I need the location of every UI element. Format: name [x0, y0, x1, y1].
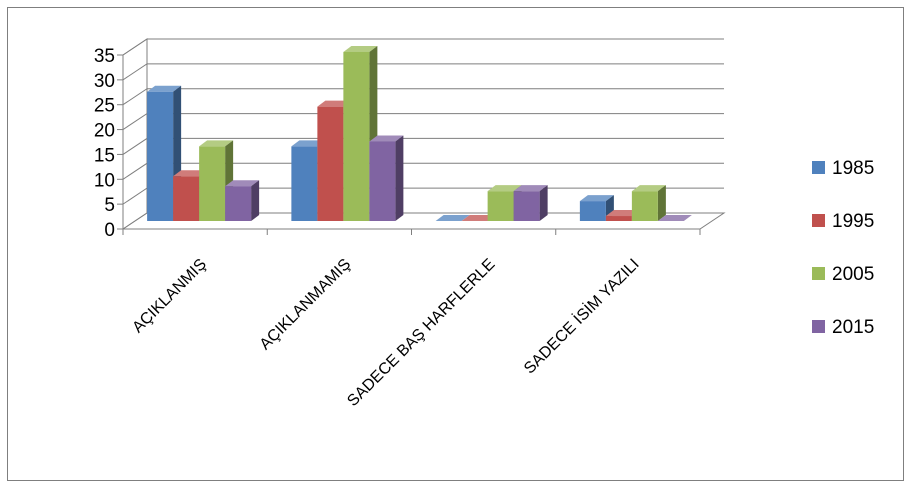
- y-axis-ticks: 0 5 10 15 20 25 30 35: [94, 46, 123, 241]
- y-tick-label: 10: [94, 170, 115, 191]
- legend-entry-2015: 2015: [812, 317, 874, 338]
- bar-front: [343, 51, 370, 221]
- bar-top: [369, 135, 404, 142]
- y-tick-label: 35: [94, 46, 115, 67]
- y-tick-label: 30: [94, 71, 115, 92]
- y-tick-label: 15: [94, 145, 115, 166]
- side-wall: [122, 38, 148, 230]
- bar-front: [317, 106, 344, 221]
- bar-top: [435, 215, 470, 221]
- bar-2015-3: [513, 185, 548, 221]
- bar-side: [539, 185, 548, 221]
- bar-2015-1: [225, 180, 260, 221]
- bar-front: [579, 201, 606, 221]
- bar-2005-4: [631, 185, 666, 221]
- bar-top: [173, 170, 208, 177]
- bar-top: [461, 215, 496, 221]
- bars: [147, 45, 692, 221]
- bar-top: [291, 140, 326, 147]
- legend-label: 2015: [832, 317, 874, 338]
- x-tick-label: SADECE İSİM YAZILI: [520, 254, 643, 377]
- gridlines: [122, 38, 724, 205]
- bar-front: [173, 176, 200, 221]
- legend: 1985 1995 2005 2015: [812, 158, 874, 338]
- bar-front: [369, 141, 396, 221]
- bar-top: [487, 185, 522, 192]
- bar-top: [317, 100, 352, 107]
- bar-side: [395, 135, 404, 221]
- legend-swatch: [812, 267, 825, 280]
- y-tick-label: 25: [94, 96, 115, 117]
- gridline: [122, 137, 724, 155]
- bar-2015-4: [657, 215, 692, 221]
- legend-label: 2005: [832, 264, 874, 285]
- bar-top: [605, 210, 640, 217]
- bar-top: [631, 185, 666, 192]
- axes: [122, 55, 701, 235]
- gridline: [122, 162, 724, 180]
- y-tick-label: 5: [104, 195, 115, 216]
- bar-front: [605, 216, 632, 221]
- gridline: [122, 113, 724, 130]
- bar-side: [657, 185, 666, 221]
- bar-front: [291, 146, 318, 221]
- gridline: [122, 63, 724, 81]
- bar-1995-3: [461, 215, 496, 221]
- bar-front: [631, 191, 658, 221]
- legend-swatch: [812, 320, 825, 333]
- bar-top: [343, 45, 378, 52]
- bar-front: [225, 186, 252, 221]
- legend-swatch: [812, 161, 825, 174]
- x-tick-label: AÇIKLANMAMIŞ: [257, 256, 355, 354]
- bar-front: [147, 91, 174, 221]
- legend-entry-1995: 1995: [812, 211, 874, 232]
- bar-front: [199, 146, 226, 221]
- x-tick-label: SADECE BAŞ HARFLERLE: [344, 256, 498, 410]
- x-tick-label: AÇIKLANMIŞ: [129, 256, 210, 337]
- bar-top: [225, 180, 260, 187]
- y-tick-label: 0: [104, 220, 115, 241]
- bar-2015-2: [369, 135, 404, 221]
- bar-front: [513, 191, 540, 221]
- legend-label: 1985: [832, 158, 874, 179]
- gridline: [122, 38, 724, 56]
- y-tick-label: 20: [94, 121, 115, 142]
- legend-label: 1995: [832, 211, 874, 232]
- bar-top: [147, 85, 182, 92]
- legend-entry-1985: 1985: [812, 158, 874, 179]
- legend-swatch: [812, 214, 825, 227]
- bar-1985-4: [579, 195, 614, 221]
- legend-entry-2005: 2005: [812, 264, 874, 285]
- bar-1985-3: [435, 215, 470, 221]
- bar-top: [513, 185, 548, 192]
- bar-side: [251, 180, 260, 221]
- bar-top: [579, 195, 614, 202]
- bar-top: [657, 215, 692, 221]
- bar-top: [199, 140, 234, 147]
- gridline: [122, 88, 724, 106]
- bar-front: [487, 191, 514, 221]
